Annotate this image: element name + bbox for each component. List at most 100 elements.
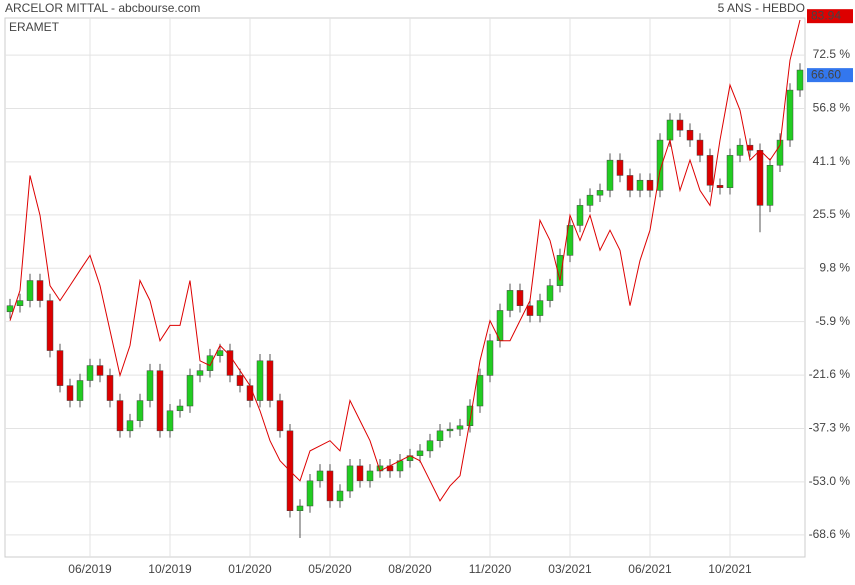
candle-body	[306, 480, 314, 507]
candle-body	[176, 405, 184, 412]
candle-body	[236, 375, 244, 386]
candle-body	[136, 400, 144, 421]
price-tag-label: 66.60	[811, 67, 841, 81]
x-tick-label: 10/2019	[148, 562, 192, 576]
line	[9, 19, 801, 502]
candle-body	[766, 164, 774, 206]
price-tag-label: 83.94	[811, 8, 841, 22]
candle-body	[66, 385, 74, 401]
candle-body	[666, 119, 674, 141]
candle-body	[476, 375, 484, 407]
price-tag	[807, 68, 853, 83]
candle-body	[96, 365, 104, 376]
candle-body	[266, 360, 274, 401]
y-tick-label: -53.0 %	[809, 474, 851, 488]
candle-body	[606, 159, 614, 191]
candle-body	[546, 285, 554, 301]
candle-body	[76, 380, 84, 401]
price-tag	[807, 9, 853, 24]
candle-body	[736, 144, 744, 156]
candle-body	[116, 400, 124, 432]
candle-body	[696, 139, 704, 156]
candle-body	[436, 430, 444, 441]
candle-body	[226, 350, 234, 376]
candle-body	[106, 375, 114, 401]
candle-body	[706, 155, 714, 186]
y-tick-label: -21.6 %	[809, 367, 851, 381]
candle-body	[426, 440, 434, 452]
candle-body	[686, 129, 694, 141]
legend-label: ERAMET	[9, 20, 60, 34]
x-tick-label: 01/2020	[228, 562, 272, 576]
x-tick-label: 05/2020	[308, 562, 352, 576]
candle-body	[636, 179, 644, 191]
candle-body	[456, 425, 464, 430]
candle-body	[656, 139, 664, 191]
candle-body	[416, 450, 424, 456]
candle-body	[746, 144, 754, 151]
candle-body	[726, 155, 734, 188]
candle-body	[366, 470, 374, 482]
y-tick-label: 25.5 %	[813, 207, 851, 221]
y-tick-label: 41.1 %	[813, 154, 851, 168]
candle-body	[576, 205, 584, 226]
candle-body	[156, 370, 164, 432]
candle-body	[526, 305, 534, 316]
chart-subtitle: 5 ANS - HEBDO	[718, 1, 805, 15]
y-tick-label: 9.8 %	[819, 260, 850, 274]
y-tick-label: 72.5 %	[813, 47, 851, 61]
x-tick-label: 11/2020	[469, 562, 512, 576]
plot-frame	[4, 17, 806, 558]
candle-body	[36, 280, 44, 301]
candle-body	[786, 89, 794, 141]
candle-body	[56, 350, 64, 386]
candle-body	[516, 290, 524, 306]
candle-body	[6, 305, 14, 313]
candle-body	[676, 119, 684, 131]
y-tick-label: -37.3 %	[809, 421, 851, 435]
candle-body	[356, 465, 364, 482]
candle-body	[616, 159, 624, 176]
x-tick-label: 06/2021	[628, 562, 672, 576]
candle-body	[326, 470, 334, 502]
candle-body	[86, 365, 94, 381]
candle-body	[196, 370, 204, 376]
candle-body	[536, 300, 544, 316]
candle-body	[246, 385, 254, 401]
candle-body	[316, 470, 324, 482]
x-tick-label: 06/2019	[68, 562, 112, 576]
candle-body	[26, 280, 34, 301]
candle-body	[506, 290, 514, 311]
candle-body	[276, 400, 284, 432]
candle-body	[46, 300, 54, 351]
candle-body	[336, 490, 344, 502]
candle-body	[596, 190, 604, 196]
x-tick-label: 03/2021	[548, 562, 592, 576]
candle-body	[586, 194, 594, 206]
candle-body	[216, 350, 224, 356]
candle-body	[146, 370, 154, 401]
candle-body	[296, 505, 304, 512]
candle-body	[446, 428, 454, 432]
y-tick-label: 56.8 %	[813, 101, 851, 115]
candle-body	[16, 300, 24, 306]
candle-body	[796, 69, 804, 91]
candle-body	[346, 465, 354, 492]
candle-body	[776, 139, 784, 166]
candle-body	[206, 355, 214, 371]
candle-body	[466, 405, 474, 426]
candle-body	[716, 185, 724, 188]
candle-body	[126, 420, 134, 432]
y-tick-label: -68.6 %	[809, 527, 851, 541]
candle-body	[486, 340, 494, 376]
candle-body	[626, 175, 634, 191]
y-tick-label: -5.9 %	[815, 314, 850, 328]
candle-body	[646, 179, 654, 191]
candle-body	[566, 225, 574, 256]
chart-title: ARCELOR MITTAL - abcbourse.com	[5, 1, 200, 15]
candle-body	[256, 360, 264, 401]
candle-body	[756, 150, 764, 206]
x-tick-label: 10/2021	[708, 562, 752, 576]
